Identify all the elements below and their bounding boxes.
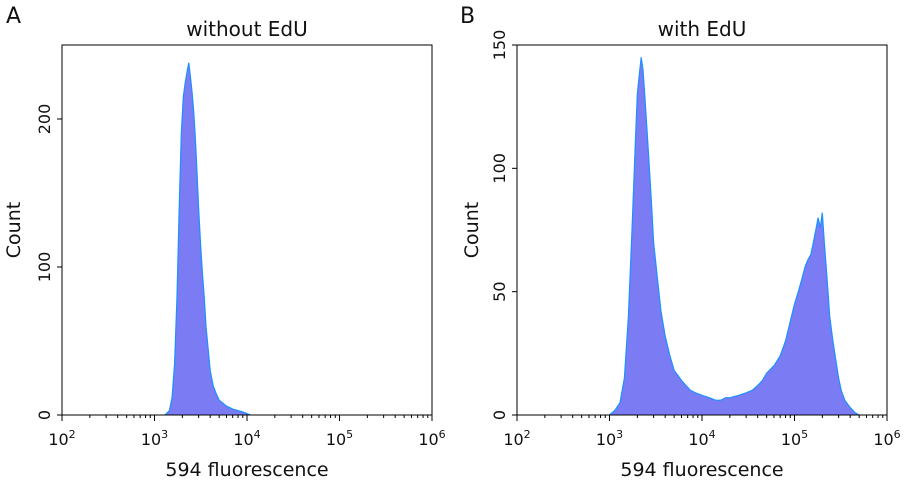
x-tick-label: 106 <box>873 428 900 449</box>
y-tick-label: 0 <box>35 410 54 420</box>
chart-title: with EdU <box>658 17 747 41</box>
y-tick-label: 150 <box>490 30 509 61</box>
y-tick-label: 0 <box>490 410 509 420</box>
panel-a-chart: 102 103 104 105 106 0 100 200 594 fluorescence Co… <box>3 17 446 481</box>
x-tick-label: 103 <box>596 428 623 449</box>
histogram-outline <box>609 57 860 416</box>
x-tick-label: 106 <box>418 428 445 449</box>
x-tick-label: 104 <box>233 428 260 449</box>
x-tick-label: 103 <box>141 428 168 449</box>
panel-b-chart: 102 103 104 105 106 0 50 100 150 594 fluorescence… <box>461 17 901 481</box>
histogram-outline <box>164 62 252 416</box>
y-tick-label: 100 <box>35 252 54 283</box>
x-tick-label: 104 <box>688 428 715 449</box>
x-tick-label: 105 <box>326 428 353 449</box>
x-tick-label: 105 <box>781 428 808 449</box>
x-tick-label: 102 <box>503 428 530 449</box>
y-tick-label: 200 <box>35 104 54 135</box>
x-tick-label: 102 <box>48 428 75 449</box>
histogram-area <box>165 62 251 416</box>
panel-letter-a: A <box>6 4 22 29</box>
histogram-area <box>609 57 860 416</box>
panel-letter-b: B <box>460 4 476 29</box>
y-tick-label: 100 <box>490 153 509 184</box>
y-tick-label: 50 <box>490 281 509 301</box>
chart-title: without EdU <box>186 17 308 41</box>
y-axis-label: Count <box>461 202 483 258</box>
x-axis-label: 594 fluorescence <box>165 459 328 481</box>
x-axis-label: 594 fluorescence <box>620 459 783 481</box>
plot-frame <box>61 44 433 416</box>
y-axis-label: Count <box>3 202 25 258</box>
